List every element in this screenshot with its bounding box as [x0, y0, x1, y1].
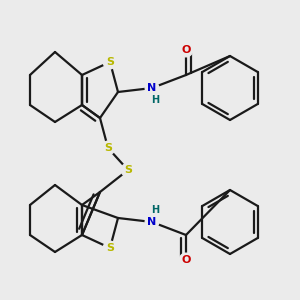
Circle shape: [179, 253, 193, 267]
Text: S: S: [104, 143, 112, 153]
Circle shape: [121, 163, 135, 177]
Text: O: O: [181, 255, 191, 265]
Text: N: N: [147, 83, 157, 93]
Circle shape: [145, 215, 159, 229]
Circle shape: [145, 81, 159, 95]
Text: S: S: [106, 57, 114, 67]
Text: O: O: [181, 45, 191, 55]
Text: H: H: [151, 95, 159, 105]
Text: S: S: [106, 243, 114, 253]
Text: N: N: [147, 217, 157, 227]
Text: S: S: [124, 165, 132, 175]
Circle shape: [101, 141, 115, 155]
Text: H: H: [151, 205, 159, 215]
Circle shape: [103, 241, 117, 255]
Circle shape: [103, 55, 117, 69]
Circle shape: [179, 43, 193, 57]
